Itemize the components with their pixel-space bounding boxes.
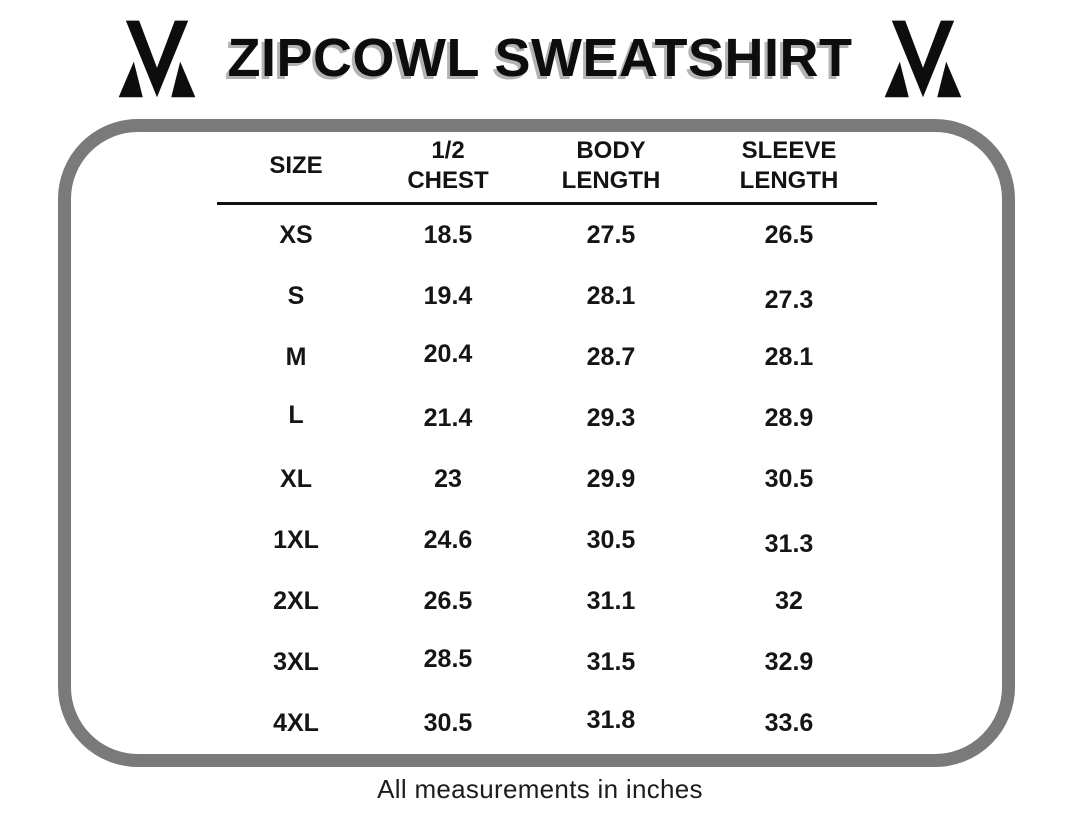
header-underline — [217, 202, 877, 205]
value-cell: 28.1 — [764, 343, 814, 371]
size-cell: M — [285, 343, 307, 371]
brand-m-monogram-icon — [885, 20, 962, 98]
value-cell: 31.3 — [764, 530, 814, 558]
value-cell: 21.4 — [423, 404, 473, 432]
value-cell: 32.9 — [764, 648, 814, 676]
value-cell: 18.5 — [423, 221, 473, 249]
brand-m-monogram-icon — [118, 20, 195, 98]
value-cell: 31.1 — [586, 587, 636, 615]
value-cell: 26.5 — [423, 587, 473, 615]
size-cell: XL — [280, 465, 312, 493]
column-header-body-length: BODY LENGTH — [561, 137, 661, 194]
size-cell: 4XL — [273, 709, 319, 737]
title-bar: ZIPCOWL SWEATSHIRT — [0, 10, 1080, 106]
value-cell: 28.9 — [764, 404, 814, 432]
measurements-note: All measurements in inches — [377, 774, 703, 804]
value-cell: 31.5 — [586, 648, 636, 676]
value-cell: 24.6 — [423, 526, 473, 554]
value-cell: 29.3 — [586, 404, 636, 432]
column-header-sleeve-length: SLEEVE LENGTH — [739, 137, 839, 194]
value-cell: 27.3 — [764, 286, 814, 314]
size-cell: S — [287, 282, 305, 310]
size-cell: 2XL — [273, 587, 319, 615]
table-header-row: SIZE 1/2 CHEST BODY LENGTH SLEEVE LENGTH — [217, 132, 877, 200]
value-cell: 30.5 — [586, 526, 636, 554]
value-cell: 28.7 — [586, 343, 636, 371]
value-cell: 23 — [434, 465, 462, 493]
value-cell: 31.8 — [586, 706, 636, 734]
page-title: ZIPCOWL SWEATSHIRT — [227, 28, 853, 88]
value-cell: 28.1 — [586, 282, 636, 310]
value-cell: 32 — [775, 587, 803, 615]
size-chart-frame — [58, 119, 1015, 767]
size-cell: XS — [279, 221, 313, 249]
value-cell: 20.4 — [423, 340, 473, 368]
value-cell: 29.9 — [586, 465, 636, 493]
size-cell: 3XL — [273, 648, 319, 676]
value-cell: 33.6 — [764, 709, 814, 737]
size-cell: 1XL — [273, 526, 319, 554]
value-cell: 26.5 — [764, 221, 814, 249]
value-cell: 19.4 — [423, 282, 473, 310]
value-cell: 30.5 — [764, 465, 814, 493]
size-cell: L — [288, 401, 304, 429]
value-cell: 30.5 — [423, 709, 473, 737]
value-cell: 27.5 — [586, 221, 636, 249]
column-header-size: SIZE — [269, 152, 323, 179]
size-table: SIZE 1/2 CHEST BODY LENGTH SLEEVE LENGTH… — [217, 132, 877, 754]
column-header-half-chest: 1/2 CHEST — [407, 137, 489, 194]
value-cell: 28.5 — [423, 645, 473, 673]
table-body: XS 18.5 27.5 26.5 S 19.4 28.1 27.3 M 20.… — [217, 205, 877, 754]
